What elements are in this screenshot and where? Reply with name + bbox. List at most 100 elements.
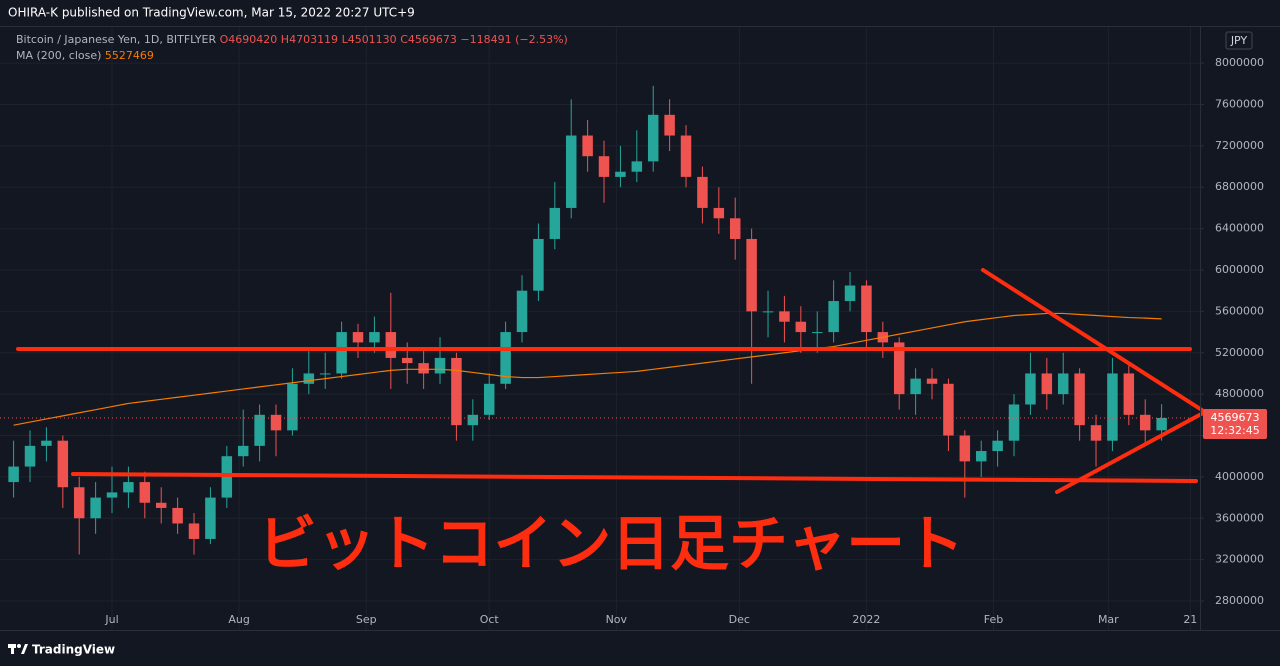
candle-body — [500, 332, 511, 384]
candle-body — [106, 492, 118, 498]
legend-main: Bitcoin / Japanese Yen, 1D, BITFLYER O46… — [16, 33, 568, 46]
ohlc-change: −118491 (−2.53%) — [460, 33, 567, 46]
candle-body — [680, 135, 692, 177]
candle-body — [1090, 425, 1102, 441]
trend-lines — [16, 268, 1207, 494]
candle-body — [303, 373, 315, 384]
x-tick-label: Aug — [228, 613, 249, 626]
top-bar — [0, 0, 1280, 26]
candle-body — [8, 466, 19, 483]
candle-body — [57, 440, 69, 488]
candle-body — [1025, 373, 1036, 405]
publisher-note: OHIRA-K published on TradingView.com, Ma… — [8, 6, 415, 20]
x-tick-label: Nov — [606, 613, 628, 626]
candle-body — [237, 445, 249, 457]
candle-body — [369, 332, 380, 343]
candle-body — [1139, 414, 1151, 431]
x-tick-label: Dec — [729, 613, 750, 626]
candle-body — [533, 238, 544, 291]
candle-body — [943, 383, 954, 436]
candle-body — [451, 357, 462, 426]
ohlc-close: C4569673 — [400, 33, 457, 46]
candle-body — [1123, 373, 1135, 415]
candle-body — [582, 135, 593, 157]
candle-body — [24, 445, 36, 467]
candle-body — [254, 414, 265, 446]
candle-body — [270, 414, 282, 431]
candle-body — [1041, 373, 1053, 395]
candle-body — [139, 482, 151, 503]
y-tick-label: 3200000 — [1215, 553, 1264, 566]
currency-box[interactable] — [1225, 31, 1253, 50]
candle-body — [811, 332, 823, 334]
plot — [0, 85, 1200, 555]
candle-body — [123, 482, 134, 493]
candle-body — [762, 311, 774, 313]
candle-body — [352, 332, 364, 343]
ma-line — [13, 312, 1162, 426]
candle-body — [418, 363, 429, 374]
y-tick-label: 4000000 — [1215, 470, 1264, 483]
candle-body — [73, 487, 85, 519]
candle-body — [287, 383, 298, 431]
candle-body — [697, 176, 708, 208]
candle-body — [713, 207, 725, 219]
candle-body — [926, 378, 938, 384]
candle-body — [1156, 417, 1167, 431]
candle-body — [385, 332, 397, 358]
last-price-box — [1203, 408, 1267, 439]
ohlc-low: L4501130 — [342, 33, 397, 46]
y-tick-label: 2800000 — [1215, 594, 1264, 607]
candle-body — [861, 285, 872, 333]
countdown: 12:32:45 — [1210, 424, 1259, 437]
ohlc-open: O4690420 — [220, 33, 278, 46]
candle-body — [1074, 373, 1085, 426]
candle-body — [664, 114, 675, 136]
candle-body — [565, 135, 577, 208]
candle-body — [172, 507, 183, 524]
candle-body — [598, 156, 610, 177]
x-tick-label: 21 — [1183, 613, 1197, 626]
candle-body — [188, 523, 200, 539]
candle-body — [746, 238, 757, 312]
triangle-lower — [1055, 410, 1207, 494]
brand[interactable]: TradingView — [32, 643, 115, 657]
candle-body — [631, 161, 643, 172]
x-tick-label: Jul — [104, 613, 118, 626]
candle-body — [41, 440, 52, 446]
candle-body — [828, 301, 839, 333]
y-tick-label: 6000000 — [1215, 263, 1264, 276]
candle-body — [893, 342, 905, 395]
candle-body — [910, 378, 921, 395]
ohlc-high: H4703119 — [281, 33, 338, 46]
y-tick-label: 7200000 — [1215, 139, 1264, 152]
candle-body — [647, 114, 659, 162]
candle-body — [1057, 373, 1069, 395]
y-tick-label: 6800000 — [1215, 180, 1264, 193]
x-tick-label: Oct — [480, 613, 500, 626]
x-tick-label: Sep — [356, 613, 377, 626]
candle-body — [992, 440, 1003, 452]
y-tick-label: 7600000 — [1215, 97, 1264, 110]
candle-body — [483, 383, 495, 415]
candle-body — [205, 497, 216, 539]
annotation: ビットコイン日足チャート — [258, 510, 964, 580]
triangle-upper — [981, 268, 1207, 414]
candle-body — [844, 285, 856, 302]
brand-logo — [8, 644, 28, 654]
candle-body — [1107, 373, 1118, 441]
candle-body — [467, 414, 479, 426]
candle-body — [549, 207, 561, 239]
candle-body — [155, 502, 167, 508]
candle-body — [401, 357, 413, 364]
ma-name: MA (200, close) — [16, 49, 101, 62]
y-tick-label: 5600000 — [1215, 304, 1264, 317]
currency[interactable]: JPY — [1230, 34, 1248, 47]
x-tick-label: Feb — [984, 613, 1003, 626]
candle-body — [90, 497, 101, 519]
candle-body — [975, 451, 987, 462]
candle-body — [795, 321, 807, 333]
y-tick-label: 3600000 — [1215, 511, 1264, 524]
symbol-name: Bitcoin / Japanese Yen, 1D, BITFLYER — [16, 33, 216, 46]
